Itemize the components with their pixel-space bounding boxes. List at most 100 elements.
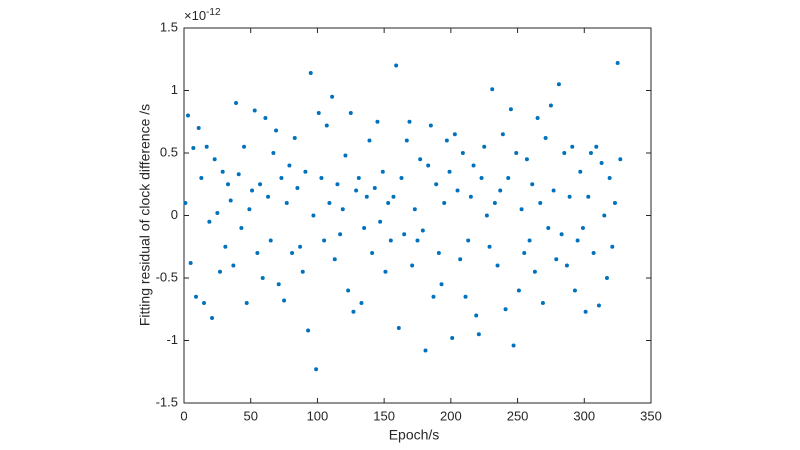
point (572, 288, 577, 293)
y-axis-label: Fitting residual of clock difference /s (137, 104, 153, 326)
point (210, 316, 215, 320)
point (404, 138, 409, 143)
point (554, 257, 559, 262)
point (588, 151, 593, 155)
point (559, 232, 564, 237)
point (332, 257, 337, 262)
point (223, 244, 228, 249)
point (314, 367, 319, 372)
point (236, 172, 241, 177)
point (500, 132, 505, 137)
y-tick-label: -1.5 (156, 394, 178, 409)
point (311, 213, 316, 218)
point (615, 61, 620, 65)
point (196, 126, 201, 130)
point (460, 151, 465, 155)
point (596, 303, 601, 308)
point (618, 157, 623, 162)
y-tick-label: 0.5 (160, 144, 178, 159)
point (218, 269, 223, 274)
point (551, 188, 556, 193)
point (418, 157, 423, 162)
point (276, 282, 281, 287)
point (298, 244, 303, 249)
point (474, 313, 479, 318)
point (191, 146, 196, 150)
x-tick-label: 150 (373, 408, 395, 423)
point (436, 251, 441, 255)
point (247, 207, 252, 212)
y-tick-label: 0 (171, 207, 178, 222)
point (295, 186, 300, 190)
point (188, 261, 193, 265)
point (431, 294, 436, 299)
point (423, 348, 428, 353)
point (183, 201, 188, 205)
point (340, 207, 345, 212)
x-tick-label: 0 (180, 408, 187, 423)
y-tick-label: 1 (171, 82, 178, 97)
point (591, 251, 596, 255)
point (447, 169, 452, 174)
x-tick-label: 200 (440, 408, 462, 423)
point (287, 163, 292, 168)
point (439, 282, 444, 287)
point (279, 176, 284, 180)
point (538, 201, 543, 205)
point (226, 182, 231, 187)
point (372, 186, 377, 190)
point (215, 211, 220, 215)
point (383, 269, 388, 274)
point (284, 201, 289, 205)
point (426, 163, 431, 168)
point (370, 251, 375, 255)
point (586, 194, 591, 199)
point (487, 244, 492, 249)
point (578, 169, 583, 174)
point (319, 176, 324, 180)
point (543, 136, 548, 140)
point (220, 169, 225, 174)
point (442, 201, 447, 205)
point (266, 194, 271, 199)
point (239, 226, 244, 230)
point (356, 176, 361, 180)
point (527, 238, 532, 243)
y-exponent-power: -12 (206, 7, 221, 18)
point (602, 213, 607, 218)
point (399, 176, 404, 180)
point (458, 257, 463, 262)
point (508, 107, 513, 112)
y-tick-label: 1.5 (160, 19, 178, 34)
point (391, 194, 396, 199)
point (607, 176, 612, 180)
point (367, 138, 372, 143)
point (207, 219, 212, 224)
point (359, 301, 364, 305)
point (567, 194, 572, 199)
point (420, 228, 425, 233)
point (300, 269, 305, 274)
point (612, 201, 617, 205)
point (564, 263, 569, 268)
point (330, 94, 335, 99)
point (274, 128, 279, 133)
point (402, 232, 407, 237)
point (204, 144, 209, 149)
point (338, 232, 343, 237)
point (290, 251, 295, 255)
point (570, 144, 575, 149)
point (316, 111, 321, 115)
point (242, 144, 247, 149)
point (212, 157, 217, 162)
point (532, 269, 537, 274)
point (380, 169, 385, 174)
point (503, 307, 508, 312)
point (327, 201, 332, 205)
y-exponent: ×10-12 (184, 7, 221, 24)
x-tick-label: 300 (573, 408, 595, 423)
point (452, 132, 457, 137)
point (351, 309, 356, 314)
point (364, 194, 369, 199)
